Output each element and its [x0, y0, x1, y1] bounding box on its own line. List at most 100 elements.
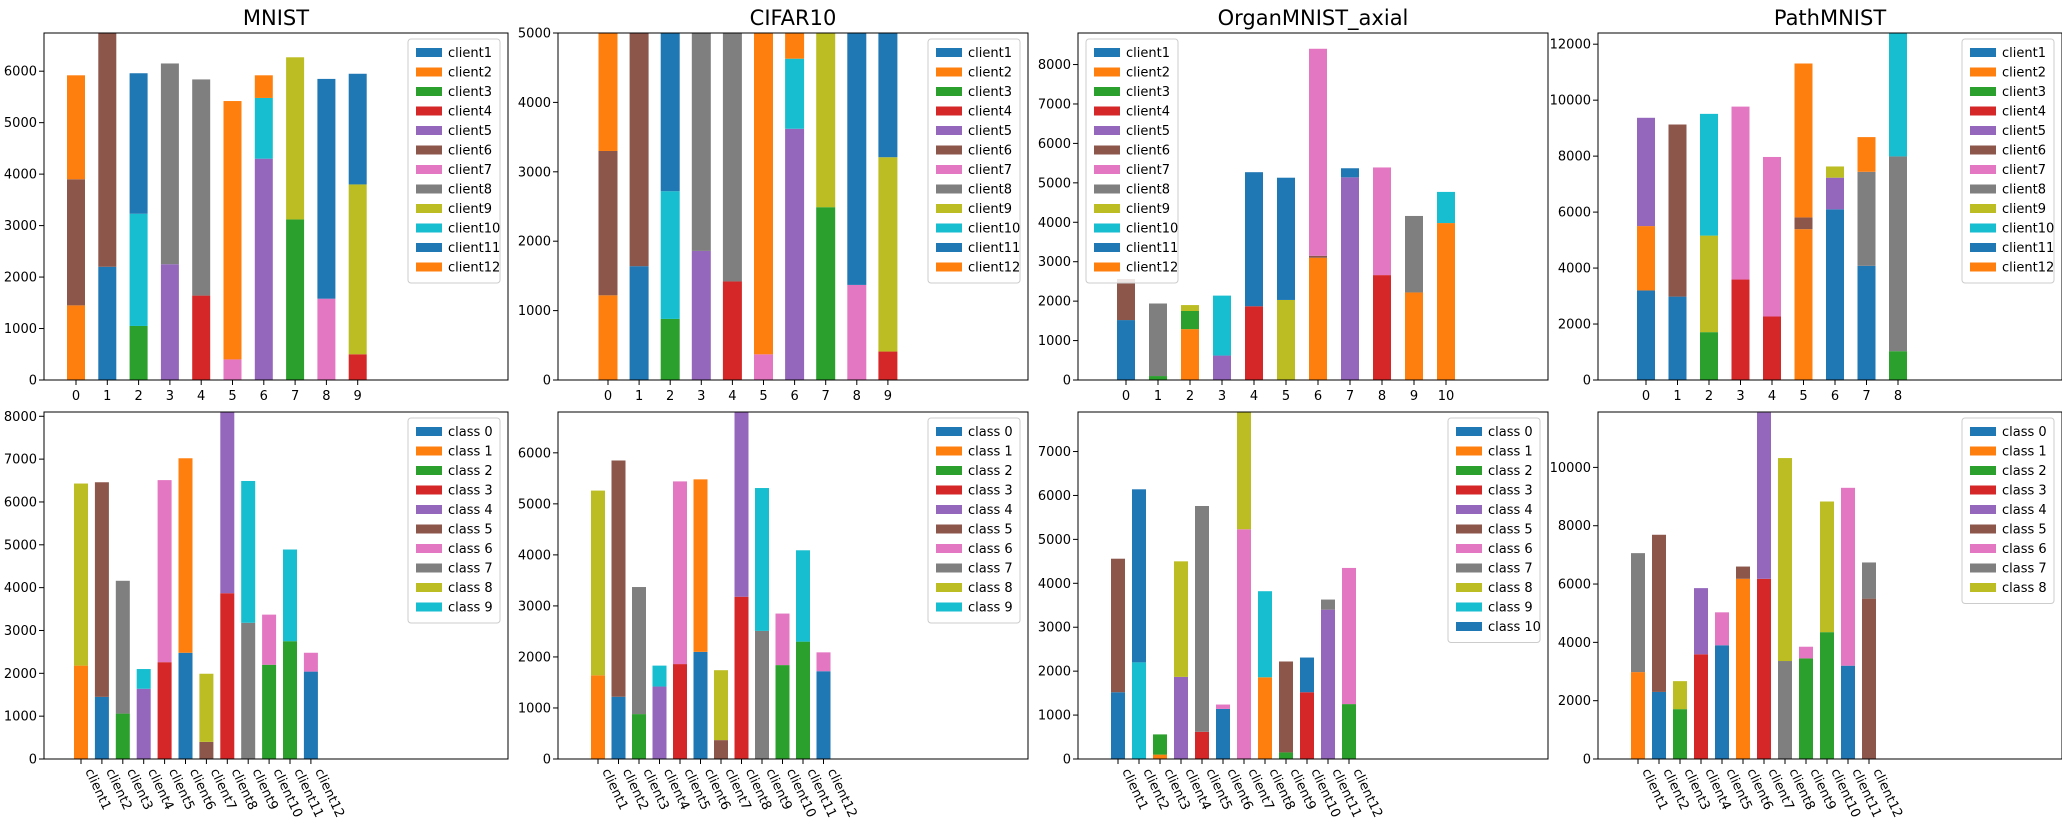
bar-segment [223, 359, 242, 380]
y-tick-label: 4000 [1038, 216, 1071, 231]
bar-segment [1820, 632, 1834, 759]
bar-segment [785, 128, 805, 380]
axes-frame [43, 32, 509, 381]
bar-segment [673, 481, 687, 665]
legend-label: client4 [2002, 105, 2046, 120]
legend: client1 client2 client3 client4 client5 clien… [927, 38, 1021, 284]
bar-segment [1321, 609, 1335, 759]
legend-label: class 5 [1488, 523, 1533, 538]
legend-label: client9 [2002, 202, 2046, 217]
y-tick-label: 5000 [1038, 533, 1071, 548]
bar-segment [98, 33, 117, 267]
bar-segment [136, 669, 151, 689]
legend-swatch [1970, 262, 1996, 272]
legend-label: client11 [1126, 241, 1178, 256]
y-tick-label: 3000 [4, 624, 37, 639]
axes-frame [1597, 411, 2062, 760]
bar-segment [115, 713, 130, 759]
y-tick-label: 6000 [1038, 489, 1071, 504]
legend-swatch [936, 446, 962, 456]
x-tick-label: 8 [1378, 389, 1386, 404]
legend-swatch [1094, 145, 1120, 155]
bar-segment [1820, 501, 1834, 633]
bar-segment [1778, 458, 1792, 662]
bar-segment [847, 284, 867, 380]
legend-swatch [1094, 87, 1120, 96]
bar-segment [714, 740, 728, 759]
bar-segment [1652, 691, 1666, 759]
bar-segment [629, 33, 649, 267]
bar-segment [1637, 226, 1655, 291]
x-tick-label: 3 [166, 389, 174, 404]
panel-title: MNIST [243, 6, 309, 30]
axes-frame [43, 411, 509, 760]
legend-label: class 3 [1488, 484, 1533, 499]
legend-label: class 7 [2002, 562, 2047, 577]
bars [598, 33, 898, 380]
y-tick-label: 4000 [1038, 577, 1071, 592]
legend-label: client3 [1126, 85, 1170, 100]
bar-segment [1700, 113, 1718, 236]
bar-segment [1826, 177, 1844, 210]
y-tick-label: 0 [543, 374, 551, 389]
legend-label: class 1 [968, 445, 1013, 460]
legend-swatch [416, 524, 442, 534]
legend-swatch [936, 427, 962, 436]
legend-swatch [1456, 622, 1482, 631]
legend-label: client1 [2002, 46, 2046, 61]
bar-segment [673, 664, 687, 759]
y-tick-label: 5000 [518, 27, 551, 42]
legend: class 0 class 1 class 2 class 3 class 4 class… [407, 417, 501, 624]
legend-label: client7 [968, 163, 1012, 178]
legend-label: client2 [448, 66, 492, 81]
bars [1111, 412, 1356, 759]
bar-segment [591, 490, 605, 676]
panel-1: CIFAR10 0 1000 2000 3000 4000 5000 0 1 2 3 4 5 6 7 8 9 cl… [518, 6, 1029, 404]
legend-swatch [936, 204, 962, 213]
bar-segment [1373, 275, 1391, 380]
bar-segment [283, 641, 297, 759]
bar-segment [1715, 612, 1729, 646]
legend-swatch [1456, 524, 1482, 534]
y-tick-label: 0 [1063, 753, 1071, 768]
legend-swatch [1970, 223, 1996, 233]
x-tick-label: 4 [1250, 389, 1258, 404]
legend-label: client11 [968, 241, 1020, 256]
bar-segment [722, 281, 742, 380]
legend-swatch [1094, 67, 1120, 77]
legend-box [407, 38, 501, 284]
bar-segment [816, 671, 831, 759]
bar-segment [1841, 487, 1855, 666]
bar-segment [878, 33, 898, 158]
legend-swatch [1094, 262, 1120, 272]
bar-segment [254, 158, 273, 380]
bar-segment [1195, 505, 1209, 732]
bar-segment [714, 670, 728, 741]
bar-segment [796, 641, 810, 759]
legend-swatch [416, 466, 442, 475]
legend-swatch [1970, 204, 1996, 213]
bar-segment [1715, 645, 1729, 759]
x-tick-label: 3 [1218, 389, 1226, 404]
bar-segment [1862, 562, 1876, 599]
bar-segment [1826, 166, 1844, 178]
y-tick-label: 10000 [1550, 461, 1591, 476]
y-tick-label: 3000 [518, 599, 551, 614]
legend-label: class 8 [968, 581, 1013, 596]
legend-swatch [1970, 145, 1996, 155]
bar-segment [317, 298, 336, 380]
legend-label: class 9 [968, 601, 1013, 616]
legend-swatch [1456, 466, 1482, 475]
bar-segment [1300, 657, 1314, 693]
bar-segment [1213, 355, 1231, 380]
legend-swatch [936, 243, 962, 252]
legend-swatch [416, 505, 442, 514]
bar-segment [129, 73, 148, 214]
legend-label: class 8 [1488, 581, 1533, 596]
x-tick-label: 6 [260, 389, 268, 404]
bar-segment [652, 665, 667, 687]
bar-segment [1637, 117, 1655, 227]
legend-label: class 10 [1488, 620, 1541, 635]
bar-segment [192, 79, 211, 296]
